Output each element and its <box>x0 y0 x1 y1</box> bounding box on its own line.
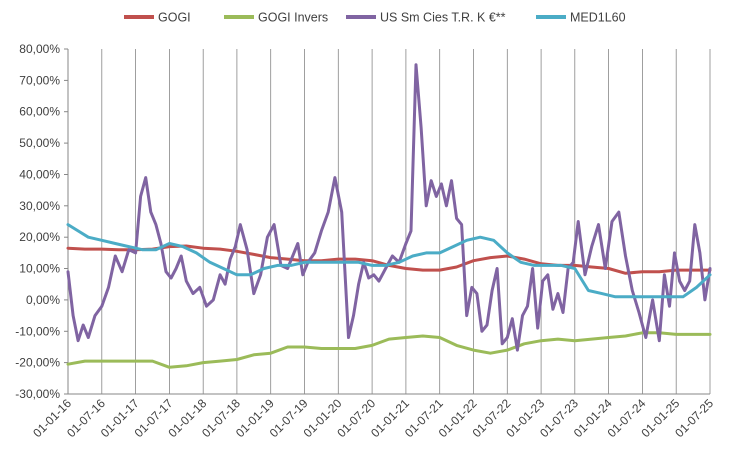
x-tick-label: 01-07-25 <box>672 396 716 440</box>
y-tick-label: 40,00% <box>19 168 60 182</box>
series-line-3 <box>66 223 712 299</box>
legend-label: GOGI Invers <box>258 11 328 25</box>
y-tick-label: -10,00% <box>15 324 60 338</box>
y-tick-label: 80,00% <box>19 42 60 56</box>
y-tick-label: 50,00% <box>19 136 60 150</box>
legend-label: GOGI <box>158 11 191 25</box>
series-line-1 <box>66 331 712 369</box>
series-line-2 <box>66 63 712 352</box>
y-tick-label: 70,00% <box>19 73 60 87</box>
y-tick-label: 0,00% <box>26 293 60 307</box>
y-tick-label: -30,00% <box>15 387 60 401</box>
y-tick-label: 60,00% <box>19 105 60 119</box>
series-lines <box>66 63 712 369</box>
y-tick-label: 30,00% <box>19 199 60 213</box>
legend-label: MED1L60 <box>570 11 626 25</box>
x-axis-tick-labels: 01-01-1601-07-1601-01-1701-07-1701-01-18… <box>30 396 716 440</box>
y-tick-label: 20,00% <box>19 230 60 244</box>
y-axis-tick-labels: -30,00% -20,00% -10,00% 0,00% 10,00% 20,00% 30… <box>15 42 60 401</box>
y-tick-label: -20,00% <box>15 356 60 370</box>
y-tick-label: 10,00% <box>19 262 60 276</box>
vertical-gridlines <box>67 49 711 394</box>
legend-label: US Sm Cies T.R. K €** <box>380 11 506 25</box>
chart-legend: GOGI GOGI Invers US Sm Cies T.R. K €** MED1… <box>124 11 626 25</box>
chart-axes <box>64 48 710 395</box>
